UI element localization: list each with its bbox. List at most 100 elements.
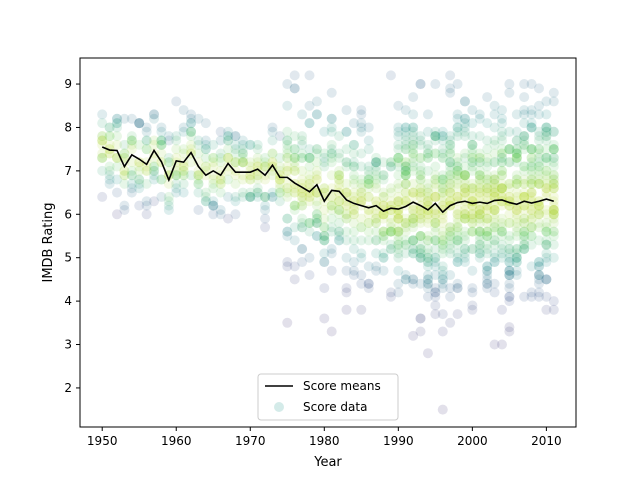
score-data-point: [541, 183, 552, 194]
score-data-point: [452, 152, 463, 163]
score-data-point: [452, 183, 463, 194]
score-data-point: [348, 204, 359, 215]
score-data-point: [533, 261, 544, 272]
score-data-point: [408, 148, 419, 159]
score-data-point: [452, 278, 463, 289]
score-data-point: [252, 161, 263, 172]
score-data-point: [519, 161, 530, 172]
score-data-point: [393, 226, 404, 237]
score-data-point: [156, 122, 167, 133]
score-data-point: [504, 178, 515, 189]
score-data-point: [415, 313, 426, 324]
score-data-point: [97, 109, 108, 120]
score-data-point: [430, 309, 441, 320]
score-data-point: [482, 204, 493, 215]
score-data-point: [511, 148, 522, 159]
score-data-point: [348, 235, 359, 246]
score-data-point: [519, 165, 530, 176]
score-data-point: [393, 287, 404, 298]
score-data-point: [445, 183, 456, 194]
score-data-point: [437, 239, 448, 250]
score-data-point: [326, 248, 337, 259]
score-data-point: [415, 183, 426, 194]
score-data-point: [533, 178, 544, 189]
score-data-point: [430, 217, 441, 228]
score-data-point: [356, 222, 367, 233]
score-data-point: [319, 183, 330, 194]
score-data-point: [452, 79, 463, 90]
score-data-point: [504, 209, 515, 220]
score-data-point: [489, 191, 500, 202]
score-data-point: [489, 148, 500, 159]
score-data-point: [422, 187, 433, 198]
score-data-point: [474, 183, 485, 194]
score-data-point: [422, 278, 433, 289]
score-data-point: [519, 235, 530, 246]
score-data-point: [504, 191, 515, 202]
score-data-point: [422, 261, 433, 272]
score-data-point: [482, 135, 493, 146]
score-data-point: [348, 209, 359, 220]
score-data-point: [519, 161, 530, 172]
score-data-point: [519, 204, 530, 215]
score-data-point: [215, 174, 226, 185]
score-data-point: [408, 278, 419, 289]
score-data-point: [341, 187, 352, 198]
score-data-point: [511, 174, 522, 185]
score-data-point: [400, 274, 411, 285]
score-data-point: [482, 265, 493, 276]
score-data-point: [341, 200, 352, 211]
score-data-point: [511, 170, 522, 181]
score-data-point: [437, 174, 448, 185]
score-data-point: [400, 131, 411, 142]
score-data-point: [282, 144, 293, 155]
score-data-point: [408, 92, 419, 103]
score-data-point: [104, 131, 115, 142]
x-tick-label: 1990: [383, 434, 414, 448]
score-data-point: [437, 174, 448, 185]
score-data-point: [430, 291, 441, 302]
score-data-point: [400, 170, 411, 181]
score-data-point: [178, 105, 189, 116]
score-data-point: [526, 122, 537, 133]
score-data-point: [511, 109, 522, 120]
score-data-point: [526, 187, 537, 198]
score-data-point: [482, 248, 493, 259]
score-data-point: [474, 109, 485, 120]
score-data-point: [519, 230, 530, 241]
score-data-point: [304, 152, 315, 163]
score-data-point: [459, 200, 470, 211]
score-data-point: [474, 235, 485, 246]
score-data-point: [482, 204, 493, 215]
score-data-point: [408, 204, 419, 215]
score-data-point: [541, 235, 552, 246]
score-data-point: [459, 96, 470, 107]
score-data-point: [519, 191, 530, 202]
score-data-point: [504, 157, 515, 168]
score-data-point: [548, 96, 559, 107]
score-data-point: [126, 170, 137, 181]
score-data-point: [437, 326, 448, 337]
score-data-point: [533, 270, 544, 281]
score-data-point: [363, 209, 374, 220]
score-data-point: [104, 165, 115, 176]
score-data-point: [541, 126, 552, 137]
score-data-point: [511, 152, 522, 163]
score-data-point: [223, 174, 234, 185]
score-data-point: [134, 165, 145, 176]
score-data-point: [496, 183, 507, 194]
score-data-point: [385, 226, 396, 237]
score-data-point: [430, 217, 441, 228]
score-data-point: [208, 178, 219, 189]
score-data-point: [474, 170, 485, 181]
score-data-point: [541, 217, 552, 228]
score-data-point: [496, 178, 507, 189]
score-data-point: [178, 165, 189, 176]
score-data-point: [326, 139, 337, 150]
score-data-point: [356, 183, 367, 194]
score-data-point: [422, 244, 433, 255]
score-data-point: [400, 270, 411, 281]
score-data-point: [408, 330, 419, 341]
